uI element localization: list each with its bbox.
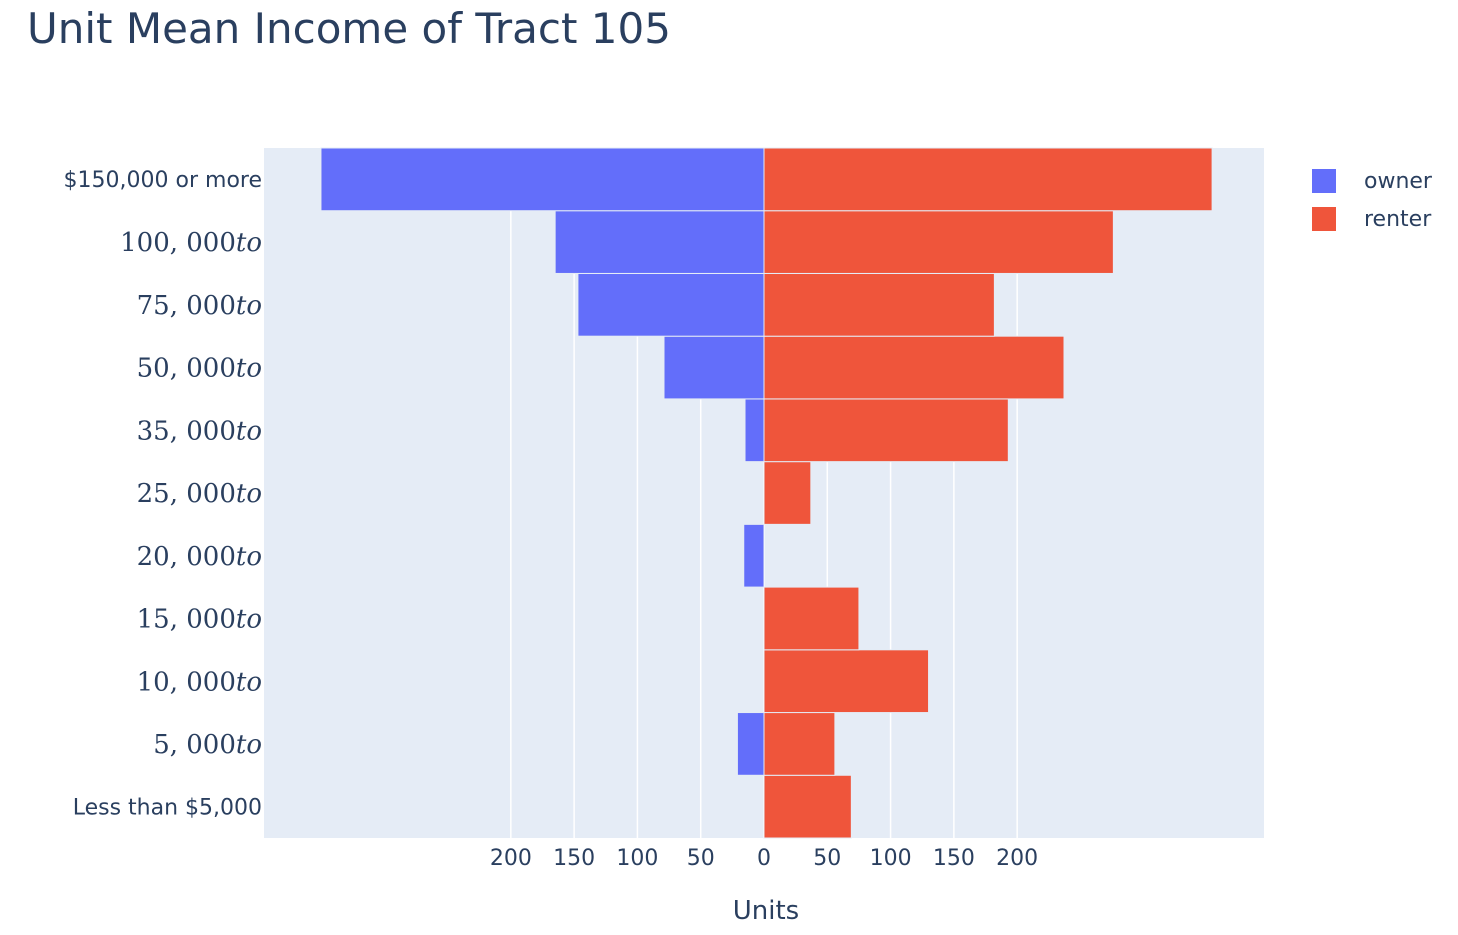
legend: owner renter [1312, 162, 1432, 238]
y-tick-number: 20, 000 [137, 542, 236, 572]
x-tick-label: 50 [687, 846, 715, 871]
y-tick-number: 15, 000 [137, 605, 236, 635]
bar-renter[interactable] [763, 147, 1213, 212]
y-tick-number: 50, 000 [137, 354, 236, 384]
y-tick-label: 50, 000to [137, 354, 262, 384]
legend-item-renter[interactable]: renter [1312, 200, 1432, 238]
bar-renter[interactable] [763, 461, 812, 525]
x-tick-label: 0 [757, 846, 771, 871]
bar-renter[interactable] [763, 398, 1009, 463]
y-tick-label: 15, 000to [137, 605, 262, 635]
x-tick-label: 100 [870, 846, 912, 871]
y-tick-label: Less than $5,000 [73, 795, 262, 820]
y-tick-number: 5, 000 [153, 730, 236, 760]
x-axis-title: Units [733, 896, 799, 926]
bar-renter[interactable] [763, 712, 836, 776]
x-tick-label: 200 [996, 846, 1038, 871]
y-tick-label: 5, 000to [153, 730, 262, 760]
bar-owner[interactable] [743, 523, 765, 588]
bar-renter[interactable] [763, 335, 1065, 400]
chart-title: Unit Mean Income of Tract 105 [27, 4, 671, 53]
y-tick-suffix: to [236, 605, 262, 635]
x-tick-label: 100 [616, 846, 658, 871]
bar-owner[interactable] [320, 147, 765, 212]
y-tick-suffix: to [236, 228, 262, 258]
bar-owner[interactable] [736, 712, 765, 776]
x-tick-label: 50 [813, 846, 841, 871]
legend-swatch-renter [1312, 207, 1336, 231]
bars [320, 147, 1213, 839]
y-tick-suffix: to [236, 479, 262, 509]
y-tick-label: 20, 000to [137, 542, 262, 572]
y-tick-label: 25, 000to [137, 479, 262, 509]
y-tick-number: 75, 000 [137, 291, 236, 321]
bar-renter[interactable] [763, 774, 852, 839]
y-tick-number: 35, 000 [137, 416, 236, 446]
legend-label-renter: renter [1364, 206, 1432, 232]
bar-owner[interactable] [554, 210, 765, 274]
legend-swatch-owner [1312, 169, 1336, 193]
x-tick-label: 150 [553, 846, 595, 871]
y-tick-label: 35, 000to [137, 416, 262, 446]
legend-item-owner[interactable]: owner [1312, 162, 1432, 200]
y-tick-number: 10, 000 [137, 667, 236, 697]
y-tick-number: 100, 000 [120, 228, 236, 258]
y-tick-suffix: to [236, 291, 262, 321]
bar-owner[interactable] [577, 272, 765, 337]
bar-renter[interactable] [763, 272, 995, 337]
y-tick-suffix: to [236, 667, 262, 697]
legend-label-owner: owner [1364, 168, 1432, 194]
bar-renter[interactable] [763, 586, 860, 651]
bar-owner[interactable] [744, 398, 765, 463]
x-axis-tick-labels: 200 150 100 50 0 50 100 150 200 [490, 846, 1038, 871]
x-tick-label: 150 [933, 846, 975, 871]
x-tick-label: 200 [490, 846, 532, 871]
y-tick-label: 100, 000to [120, 228, 262, 258]
y-tick-label: 10, 000to [137, 667, 262, 697]
y-tick-suffix: to [236, 354, 262, 384]
y-tick-label: 75, 000to [137, 291, 262, 321]
bar-owner[interactable] [663, 335, 765, 400]
y-tick-label: $150,000 or more [64, 168, 262, 193]
y-tick-suffix: to [236, 730, 262, 760]
y-tick-number: 25, 000 [137, 479, 236, 509]
y-tick-suffix: to [236, 416, 262, 446]
bar-renter[interactable] [763, 649, 930, 714]
y-tick-suffix: to [236, 542, 262, 572]
bar-renter[interactable] [763, 210, 1114, 274]
